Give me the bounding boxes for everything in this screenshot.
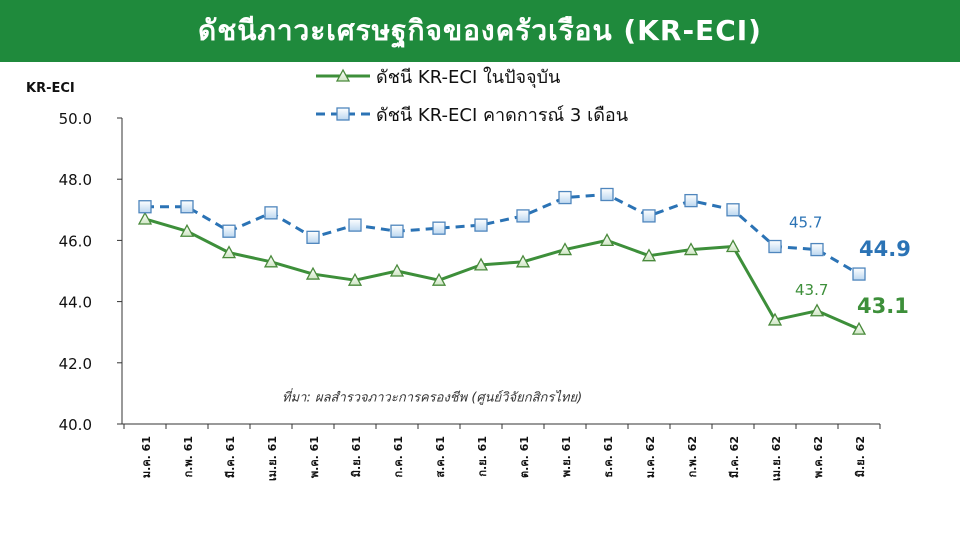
y-tick-label: 48.0 [59,171,92,189]
expected-index-line [145,193,860,276]
expected-index-point [852,267,866,281]
expected-index-point [516,209,530,223]
x-tick-label: ก.ย. 61 [476,436,489,477]
current-index-point [137,211,153,225]
expected-index-point [222,224,236,238]
expected-index-point [432,221,446,235]
expected-index-point [810,242,824,257]
data-label: 45.7 [789,214,822,232]
line-chart: 50.0 48.0 46.0 44.0 42.0 40.0 KR-ECI ม.ค. 61 ก.พ… [26,66,911,481]
expected-index-point [306,230,320,244]
x-tick-label: พ.ค. 61 [308,436,321,478]
page-title: ดัชนีภาวะเศรษฐกิจของครัวเรือน (KR-ECI) [198,14,762,47]
expected-index-point [726,203,740,217]
expected-index-point [348,218,362,232]
title-banner: ดัชนีภาวะเศรษฐกิจของครัวเรือน (KR-ECI) [0,0,960,62]
current-index-point [473,257,489,271]
expected-index-point [600,187,614,202]
current-index-point [179,223,195,237]
x-tick-label: ก.ค. 61 [392,436,405,478]
current-index-point [347,272,363,286]
expected-index-point [768,239,782,254]
expected-index-point [390,224,404,238]
x-tick-label: ต.ค. 61 [518,436,531,478]
data-label: 43.7 [795,281,828,299]
source-note: ที่มา: ผลสำรวจภาวะการครองชีพ (ศูนย์วิจัย… [282,388,582,406]
y-tick-label: 42.0 [59,355,92,373]
current-index-point [725,239,741,253]
current-index-point [683,242,699,256]
expected-index-point [474,218,488,232]
expected-index-point [642,209,656,223]
y-tick-label: 46.0 [59,232,92,250]
current-index-point [599,233,615,247]
current-index-point [431,272,447,286]
x-tick-label: เม.ย. 62 [770,436,783,481]
chart-series [137,187,867,335]
chart-axes: 50.0 48.0 46.0 44.0 42.0 40.0 KR-ECI ม.ค. 61 ก.พ… [26,81,881,481]
legend-label: ดัชนี KR-ECI ในปัจจุบัน [376,66,560,88]
current-index-point [641,248,657,262]
current-index-point [305,266,321,280]
y-tick-label: 40.0 [59,416,92,434]
y-tick-label: 50.0 [59,110,92,128]
current-index-point [263,254,279,268]
legend-marker [336,107,350,121]
x-tick-label: ม.ค. 61 [140,436,153,478]
x-tick-label: ม.ค. 62 [644,436,657,478]
x-tick-label: มี.ค. 61 [224,436,237,478]
current-index-point [767,312,783,326]
x-tick-label: ก.พ. 61 [182,436,195,477]
x-tick-label: ก.พ. 62 [686,436,699,477]
expected-index-point [264,206,278,220]
y-tick-label: 44.0 [59,294,92,312]
x-tick-label: มี.ค. 62 [728,436,741,478]
x-tick-label: เม.ย. 61 [266,436,279,481]
expected-index-point [138,200,152,214]
x-tick-label: ธ.ค. 61 [602,436,615,478]
x-tick-label: มิ.ย. 62 [854,436,867,477]
x-tick-label: ส.ค. 61 [434,436,447,478]
current-index-point [809,303,825,317]
expected-index-point [684,193,698,208]
y-axis-label: KR-ECI [26,81,75,96]
expected-index-point [558,190,572,205]
x-tick-label: มิ.ย. 61 [350,436,363,477]
current-index-point [515,254,531,268]
chart-labels: ดัชนี KR-ECI ในปัจจุบันดัชนี KR-ECI คาดก… [282,66,911,406]
current-index-line [144,217,860,331]
current-index-point [851,321,867,335]
current-index-point [221,245,237,259]
current-index-point [389,263,405,277]
data-label: 43.1 [857,294,909,318]
x-tick-label: พ.ค. 62 [812,436,825,478]
data-label: 44.9 [859,237,911,261]
legend-marker [335,68,351,82]
current-index-point [557,242,573,256]
legend-label: ดัชนี KR-ECI คาดการณ์ 3 เดือน [376,105,628,126]
expected-index-point [180,200,194,214]
x-tick-label: พ.ย. 61 [560,436,573,477]
